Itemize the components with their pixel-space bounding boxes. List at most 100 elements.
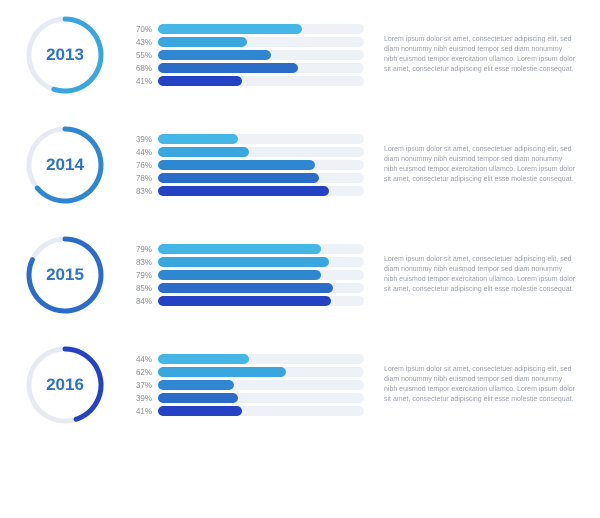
year-label: 2014 (24, 124, 106, 206)
description-text: Lorem ipsum dolor sit amet, consectetuer… (384, 35, 576, 76)
bar-track (158, 37, 364, 47)
bar-fill (158, 367, 286, 377)
bar-row: 37% (124, 380, 364, 390)
description-block: Lorem ipsum dolor sit amet, consectetuer… (384, 255, 576, 296)
bar-fill (158, 406, 242, 416)
bar-row: 55% (124, 50, 364, 60)
year-label: 2016 (24, 344, 106, 426)
bar-track (158, 24, 364, 34)
bar-row: 41% (124, 76, 364, 86)
bar-track (158, 367, 364, 377)
bar-percent-label: 41% (124, 77, 152, 86)
bar-percent-label: 37% (124, 381, 152, 390)
bar-percent-label: 83% (124, 258, 152, 267)
description-text: Lorem ipsum dolor sit amet, consectetuer… (384, 145, 576, 186)
bar-percent-label: 76% (124, 161, 152, 170)
bar-fill (158, 393, 238, 403)
bar-percent-label: 55% (124, 51, 152, 60)
bar-row: 83% (124, 186, 364, 196)
bar-row: 79% (124, 270, 364, 280)
bar-fill (158, 354, 249, 364)
bar-row: 41% (124, 406, 364, 416)
bar-row: 78% (124, 173, 364, 183)
bar-percent-label: 79% (124, 245, 152, 254)
bar-fill (158, 160, 315, 170)
description-text: Lorem ipsum dolor sit amet, consectetuer… (384, 365, 576, 406)
bar-row: 70% (124, 24, 364, 34)
bar-fill (158, 283, 333, 293)
bar-track (158, 147, 364, 157)
bar-fill (158, 63, 298, 73)
bar-fill (158, 270, 321, 280)
bar-percent-label: 41% (124, 407, 152, 416)
year-ring: 2015 (24, 234, 106, 316)
bar-track (158, 160, 364, 170)
bar-row: 43% (124, 37, 364, 47)
bar-fill (158, 37, 247, 47)
bar-percent-label: 62% (124, 368, 152, 377)
year-ring: 2016 (24, 344, 106, 426)
bar-percent-label: 70% (124, 25, 152, 34)
description-text: Lorem ipsum dolor sit amet, consectetuer… (384, 255, 576, 296)
bar-percent-label: 39% (124, 135, 152, 144)
bar-track (158, 76, 364, 86)
bar-percent-label: 39% (124, 394, 152, 403)
bar-percent-label: 78% (124, 174, 152, 183)
bar-track (158, 50, 364, 60)
year-panel: 2014 39% 44% 76% 78% 83% Lorem ipsum dolor sit… (0, 110, 600, 220)
year-ring: 2014 (24, 124, 106, 206)
bar-percent-label: 44% (124, 148, 152, 157)
bar-track (158, 296, 364, 306)
bar-group: 44% 62% 37% 39% 41% (124, 351, 364, 419)
year-panel: 2016 44% 62% 37% 39% 41% Lorem ipsum dolor sit… (0, 330, 600, 440)
bar-fill (158, 134, 238, 144)
bar-track (158, 244, 364, 254)
bar-row: 44% (124, 354, 364, 364)
bar-group: 79% 83% 79% 85% 84% (124, 241, 364, 309)
year-label: 2015 (24, 234, 106, 316)
description-block: Lorem ipsum dolor sit amet, consectetuer… (384, 145, 576, 186)
bar-percent-label: 79% (124, 271, 152, 280)
bar-percent-label: 43% (124, 38, 152, 47)
bar-track (158, 63, 364, 73)
bar-row: 76% (124, 160, 364, 170)
bar-track (158, 354, 364, 364)
description-block: Lorem ipsum dolor sit amet, consectetuer… (384, 35, 576, 76)
year-ring: 2013 (24, 14, 106, 96)
bar-row: 44% (124, 147, 364, 157)
bar-row: 79% (124, 244, 364, 254)
year-panel: 2013 70% 43% 55% 68% 41% Lorem ipsum dolor sit… (0, 0, 600, 110)
bar-row: 83% (124, 257, 364, 267)
bar-fill (158, 173, 319, 183)
year-panel: 2015 79% 83% 79% 85% 84% Lorem ipsum dolor sit… (0, 220, 600, 330)
bar-fill (158, 186, 329, 196)
bar-row: 84% (124, 296, 364, 306)
bar-group: 39% 44% 76% 78% 83% (124, 131, 364, 199)
bar-row: 39% (124, 393, 364, 403)
bar-row: 62% (124, 367, 364, 377)
bar-fill (158, 76, 242, 86)
bar-fill (158, 147, 249, 157)
bar-track (158, 270, 364, 280)
bar-track (158, 393, 364, 403)
year-label: 2013 (24, 14, 106, 96)
infographic-root: 2013 70% 43% 55% 68% 41% Lorem ipsum dolor sit… (0, 0, 600, 440)
bar-row: 68% (124, 63, 364, 73)
bar-fill (158, 296, 331, 306)
bar-track (158, 134, 364, 144)
bar-fill (158, 50, 271, 60)
description-block: Lorem ipsum dolor sit amet, consectetuer… (384, 365, 576, 406)
bar-track (158, 283, 364, 293)
bar-track (158, 186, 364, 196)
bar-fill (158, 380, 234, 390)
bar-group: 70% 43% 55% 68% 41% (124, 21, 364, 89)
bar-percent-label: 44% (124, 355, 152, 364)
bar-fill (158, 244, 321, 254)
bar-track (158, 257, 364, 267)
bar-percent-label: 68% (124, 64, 152, 73)
bar-percent-label: 85% (124, 284, 152, 293)
bar-percent-label: 83% (124, 187, 152, 196)
bar-percent-label: 84% (124, 297, 152, 306)
bar-track (158, 406, 364, 416)
bar-fill (158, 24, 302, 34)
